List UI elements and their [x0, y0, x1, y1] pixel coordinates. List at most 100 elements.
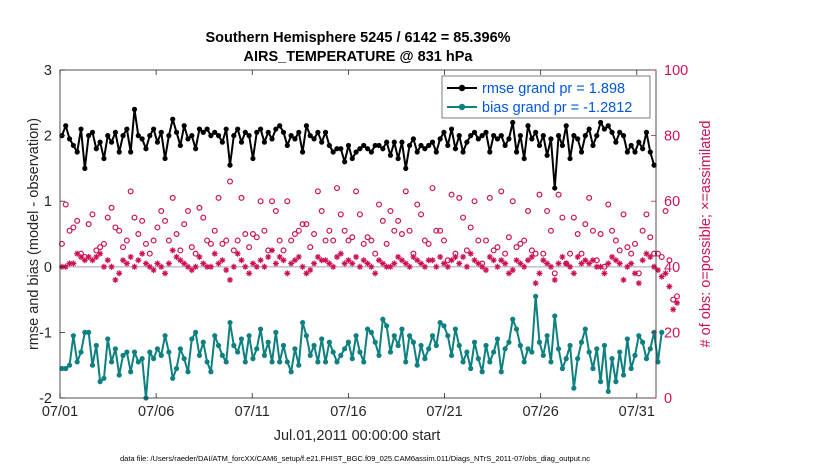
rmse-point [594, 133, 600, 139]
assimilated-obs-point [100, 263, 107, 270]
possible-obs-point [471, 198, 478, 205]
bias-point [586, 349, 592, 355]
possible-obs-point [154, 224, 161, 231]
assimilated-obs-point [521, 263, 528, 270]
assimilated-obs-point [104, 257, 111, 264]
possible-obs-point [643, 211, 650, 218]
assimilated-obs-point [635, 280, 642, 287]
bias-point [158, 352, 164, 358]
bias-point [223, 359, 229, 365]
rmse-point [170, 116, 176, 122]
assimilated-obs-point [406, 263, 413, 270]
bias-point [284, 359, 290, 365]
left-y-axis-ticks: -2 -1 0 1 2 3 [39, 63, 65, 407]
possible-obs-point [666, 257, 673, 264]
bias-point [452, 326, 459, 332]
possible-obs-point [609, 227, 616, 234]
bias-point [426, 346, 432, 352]
rmse-point [246, 133, 252, 139]
possible-obs-point [521, 237, 528, 244]
assimilated-obs-point [265, 253, 272, 260]
possible-obs-point [364, 234, 371, 241]
assimilated-obs-point [337, 250, 344, 257]
bias-point [498, 369, 504, 375]
rmse-point [74, 149, 80, 155]
rmse-point [219, 139, 225, 145]
rmse-point [82, 165, 88, 171]
bias-point [105, 336, 111, 342]
possible-obs-point [368, 237, 375, 244]
assimilated-obs-point [177, 257, 184, 264]
rmse-point [70, 142, 76, 149]
assimilated-obs-point [112, 276, 119, 283]
possible-obs-point [620, 211, 627, 218]
assimilated-obs-point [184, 263, 191, 270]
rmse-point [242, 129, 248, 135]
possible-obs-point [570, 214, 577, 221]
assimilated-obs-point [570, 270, 577, 277]
possible-obs-point [150, 237, 157, 244]
rmse-point [189, 133, 195, 139]
bias-point [208, 369, 214, 375]
rmse-point [598, 119, 604, 126]
rmse-point [643, 129, 650, 135]
x-axis-label: Jul.01,2011 00:00:00 start [274, 428, 441, 444]
assimilated-obs-point [219, 257, 226, 264]
rmse-point [464, 139, 470, 145]
legend-rmse-label: rmse grand pr = 1.898 [482, 81, 625, 97]
bias-point [510, 316, 516, 322]
bias-point [628, 365, 634, 372]
rmse-point [613, 139, 619, 145]
assimilated-obs-point [234, 250, 241, 257]
possible-obs-point [253, 234, 260, 241]
assimilated-obs-point [391, 260, 398, 267]
bias-point [372, 339, 378, 345]
possible-obs-point [586, 194, 593, 201]
bias-point [170, 375, 176, 381]
rmse-point [426, 142, 432, 149]
possible-obs-point [234, 237, 241, 244]
assimilated-obs-point [444, 263, 451, 270]
possible-obs-point [372, 250, 379, 257]
possible-obs-point [482, 237, 489, 244]
bias-point [319, 336, 325, 342]
assimilated-obs-point [139, 250, 146, 257]
bias-point [135, 359, 141, 365]
possible-obs-point [85, 221, 92, 228]
possible-obs-point [658, 253, 665, 260]
assimilated-obs-point [567, 263, 574, 270]
assimilated-obs-point [89, 257, 96, 264]
possible-obs-point [127, 188, 134, 195]
possible-obs-point [318, 208, 325, 215]
assimilated-obs-point [238, 257, 245, 264]
possible-obs-point [647, 234, 654, 241]
bias-point [177, 346, 183, 352]
assimilated-obs-point [597, 263, 604, 270]
bias-point [273, 329, 279, 335]
possible-obs-point [139, 217, 146, 224]
right-y-tick-label: 0 [664, 391, 672, 407]
assimilated-obs-point [62, 263, 69, 270]
bias-point [86, 329, 92, 335]
rmse-point [196, 126, 203, 132]
assimilated-obs-point [326, 260, 333, 267]
assimilated-obs-point [165, 260, 172, 267]
rmse-point [112, 129, 118, 135]
possible-obs-point [616, 247, 623, 254]
rmse-point [498, 133, 504, 139]
assimilated-obs-point [188, 267, 195, 274]
bias-point [429, 333, 436, 339]
x-tick-label: 07/26 [522, 404, 558, 420]
possible-obs-point [605, 201, 612, 208]
x-tick-label: 07/11 [235, 404, 270, 420]
rmse-point [361, 142, 367, 149]
assimilated-obs-point [647, 253, 654, 260]
assimilated-obs-point [330, 263, 337, 270]
rmse-point [292, 136, 298, 142]
rmse-point [204, 126, 210, 132]
rmse-point [506, 136, 512, 142]
assimilated-obs-point [395, 253, 402, 260]
bias-point [131, 349, 138, 355]
possible-obs-point [555, 191, 562, 198]
rmse-point [223, 126, 229, 132]
